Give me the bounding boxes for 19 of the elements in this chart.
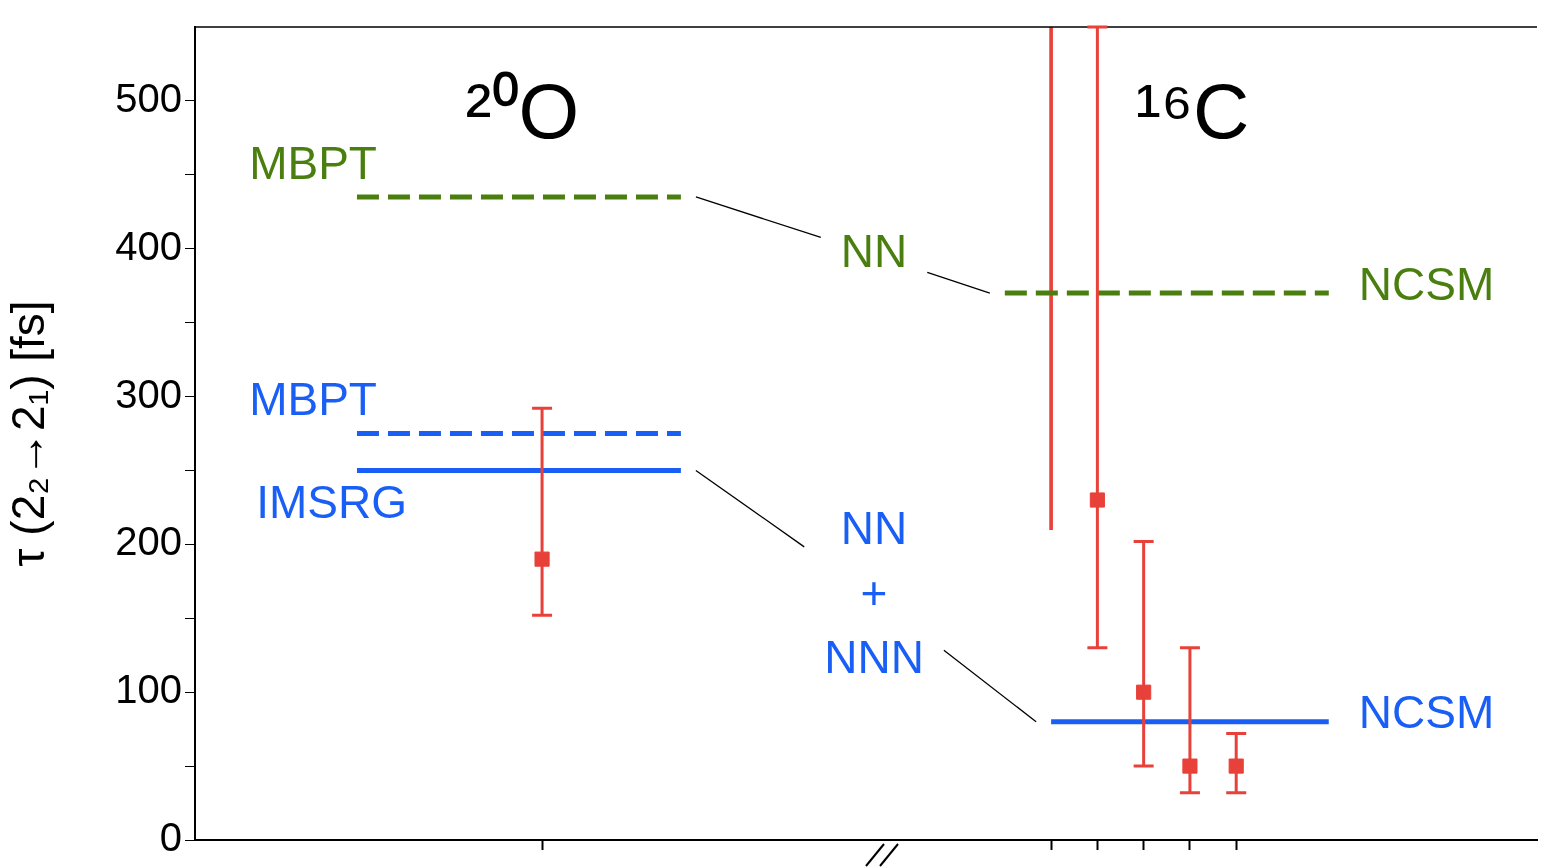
series-label: MBPT [249, 136, 377, 189]
series-label: NCSM [1358, 686, 1495, 739]
series-label: IMSRG [256, 476, 407, 529]
y-tick-label: 200 [115, 519, 182, 564]
point [1182, 758, 1198, 774]
annotation: ¹⁶C [1134, 66, 1250, 155]
series-label: MBPT [249, 373, 377, 426]
y-axis-title: τ (2₂→2₁) [fs] [2, 300, 55, 567]
y-tick-label: 100 [115, 667, 182, 712]
y-tick-label: 300 [115, 371, 182, 416]
y-tick-label: 500 [115, 75, 182, 120]
annotation: NN [840, 225, 908, 278]
annotation: NN + NNN [824, 502, 924, 684]
series-label: NCSM [1358, 257, 1495, 310]
point [1228, 758, 1244, 774]
annotation: ²⁰O [465, 66, 580, 155]
point [534, 551, 550, 567]
y-tick-label: 0 [159, 815, 182, 860]
y-tick-label: 400 [115, 223, 182, 268]
